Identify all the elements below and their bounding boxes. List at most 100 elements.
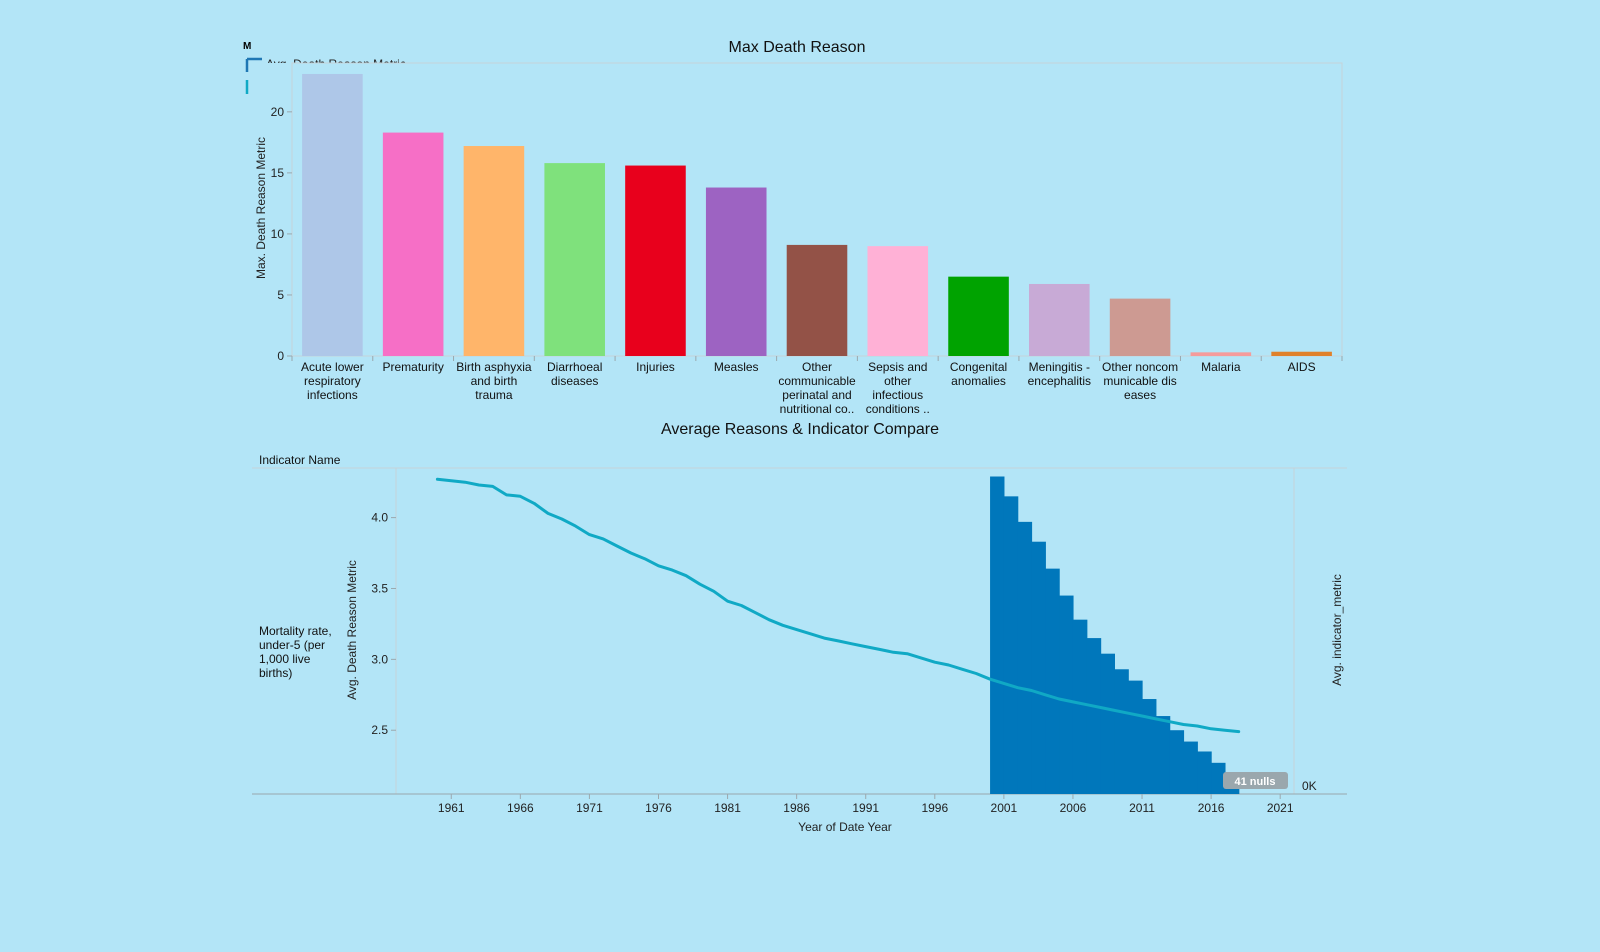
line-x-tick-label: 1981	[714, 801, 741, 815]
bar-category-label-line: trauma	[475, 388, 513, 402]
bar-category-label-line: Acute lower	[301, 360, 364, 374]
line-y-tick-label: 2.5	[371, 723, 388, 737]
indicator-step[interactable]	[1031, 541, 1046, 794]
y2-tick-label: 0K	[1302, 779, 1317, 793]
bar[interactable]	[625, 165, 686, 356]
bar-category-label-line: Measles	[714, 360, 759, 374]
legend-collapsed-mark: M	[243, 41, 251, 52]
legend-label: Avg. Death Reason Metric	[266, 57, 406, 71]
bar-category-label-line: Other	[802, 360, 832, 374]
indicator-step[interactable]	[1059, 595, 1074, 794]
bar-category-label-line: Congenital	[950, 360, 1007, 374]
bar[interactable]	[1109, 298, 1171, 356]
bar[interactable]	[1271, 351, 1332, 356]
bar-category-label-line: nutritional co..	[780, 402, 855, 416]
legend[interactable]: M Avg. Death Reason Metric	[243, 41, 406, 94]
indicator-metric-series	[990, 476, 1240, 794]
bar-category-label-line: infectious	[872, 388, 923, 402]
indicator-step[interactable]	[1017, 521, 1033, 794]
bar[interactable]	[382, 132, 444, 356]
bar-category-label-line: communicable	[778, 374, 856, 388]
nulls-badge[interactable]: 41 nulls	[1223, 772, 1288, 789]
bar-category-label-line: municable dis	[1103, 374, 1176, 388]
line-x-tick-label: 1976	[645, 801, 672, 815]
indicator-step[interactable]	[1197, 751, 1212, 794]
line-x-tick-label: 2016	[1198, 801, 1225, 815]
bar[interactable]	[463, 146, 525, 356]
bar-category-label-line: and birth	[471, 374, 518, 388]
bar-category-label: Prematurity	[382, 360, 443, 374]
bar-category-label-line: Prematurity	[382, 360, 443, 374]
bar-category-label: Measles	[714, 360, 759, 374]
bar-y-tick-label: 10	[271, 227, 285, 241]
indicator-step[interactable]	[990, 476, 1005, 794]
bar[interactable]	[786, 244, 848, 356]
row-label-line: Mortality rate,	[259, 624, 332, 638]
bar-y-tick-label: 15	[271, 166, 285, 180]
bar[interactable]	[948, 276, 1009, 356]
bar-category-label: Other communicable perinatal and nutritiona…	[778, 360, 856, 416]
bar-category-label: Injuries	[636, 360, 675, 374]
line-y-tick-label: 3.5	[371, 581, 388, 595]
indicator-step[interactable]	[1072, 619, 1088, 794]
indicator-step[interactable]	[1100, 653, 1115, 794]
line-y-axis: 2.5 3.0 3.5 4.0	[371, 511, 396, 737]
indicator-step[interactable]	[1128, 680, 1143, 794]
bar-y-tick-label: 20	[271, 105, 285, 119]
bar-category-label-line: Diarrhoeal	[547, 360, 602, 374]
bar-category-label: Sepsis and other infectious conditions ..	[866, 360, 930, 416]
indicator-step[interactable]	[1142, 699, 1157, 794]
bar-series	[302, 73, 1332, 357]
bar[interactable]	[1029, 283, 1090, 356]
line-x-tick-label: 2011	[1129, 801, 1155, 815]
bar[interactable]	[1190, 352, 1252, 356]
bar[interactable]	[867, 246, 929, 356]
indicator-step[interactable]	[1211, 762, 1226, 794]
bar-category-label-line: infections	[307, 388, 358, 402]
row-header: Indicator Name	[259, 453, 341, 467]
bar-y-axis: 0 5 10 15 20	[271, 105, 292, 363]
line-x-tick-label: 1991	[852, 801, 879, 815]
bar-category-label-line: Birth asphyxia	[456, 360, 532, 374]
indicator-step[interactable]	[1183, 741, 1198, 794]
bar-category-label-line: respiratory	[304, 374, 361, 388]
row-label-line: births)	[259, 666, 292, 680]
bar[interactable]	[544, 163, 605, 356]
bar-category-label-line: Other noncom	[1102, 360, 1178, 374]
bar-category-label: Diarrhoeal diseases	[547, 360, 602, 388]
indicator-step[interactable]	[1155, 716, 1171, 794]
indicator-step[interactable]	[1169, 730, 1185, 794]
bar[interactable]	[705, 187, 767, 356]
bar-y-tick-label: 0	[277, 349, 284, 363]
line-x-tick-label: 1996	[921, 801, 948, 815]
line-x-tick-label: 1986	[783, 801, 810, 815]
bar-category-label-line: AIDS	[1288, 360, 1316, 374]
line-x-tick-label: 2006	[1060, 801, 1087, 815]
indicator-step[interactable]	[1045, 568, 1060, 794]
bar-category-label-line: Injuries	[636, 360, 675, 374]
line-x-tick-label: 1971	[576, 801, 603, 815]
bar-category-label-line: other	[884, 374, 911, 388]
max-death-reason-chart: Max Death Reason M Avg. Death Reason Met…	[243, 39, 1343, 416]
line-chart-title: Average Reasons & Indicator Compare	[661, 421, 939, 438]
bar-category-label-line: eases	[1124, 388, 1156, 402]
nulls-badge-bg	[1223, 772, 1288, 789]
nulls-badge-label: 41 nulls	[1235, 776, 1276, 788]
indicator-step[interactable]	[1086, 638, 1102, 794]
bar-category-label-line: encephalitis	[1028, 374, 1091, 388]
death-reason-line[interactable]	[435, 477, 1241, 734]
bar-category-label-line: perinatal and	[782, 388, 851, 402]
bar-category-label: Other noncom municable dis eases	[1102, 360, 1178, 402]
bar-category-label: Malaria	[1201, 360, 1241, 374]
line-y-tick-label: 4.0	[371, 511, 388, 525]
death-reason-metric-series	[435, 477, 1241, 734]
row-label-line: under-5 (per	[259, 638, 325, 652]
line-x-tick-label: 1961	[438, 801, 465, 815]
indicator-step[interactable]	[1003, 496, 1019, 794]
line-x-tick-label: 2001	[991, 801, 1018, 815]
indicator-step[interactable]	[1114, 669, 1129, 794]
bar-category-label: Meningitis -encephalitis	[1028, 360, 1091, 388]
bar[interactable]	[302, 73, 363, 357]
